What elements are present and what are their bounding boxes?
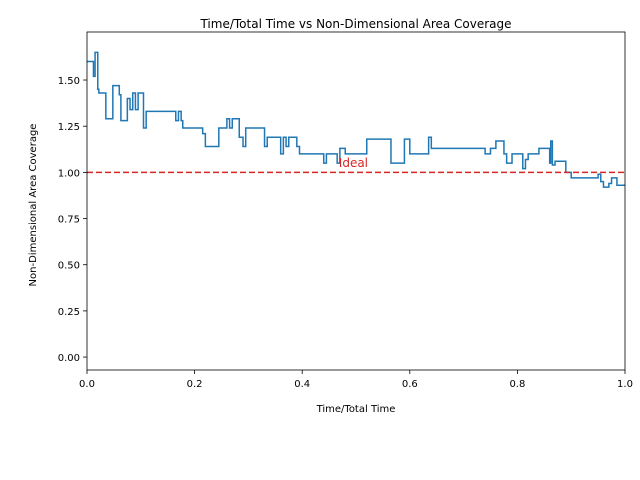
annotation: Ideal [339, 156, 368, 170]
y-tick-label: 1.50 [58, 76, 80, 87]
x-tick-label: 0.8 [509, 379, 525, 390]
plot-frame [86, 31, 626, 371]
x-tick-label: 1.0 [617, 379, 633, 390]
y-tick-label: 0.25 [58, 307, 80, 318]
y-tick-label: 1.00 [58, 168, 80, 179]
x-tick-label: 0.6 [402, 379, 418, 390]
y-tick-label: 0.75 [58, 215, 80, 226]
x-tick-label: 0.4 [294, 379, 310, 390]
y-tick-label: 0.00 [58, 353, 80, 364]
x-tick-label: 0.2 [187, 379, 203, 390]
y-axis-label: Non-Dimensional Area Coverage [28, 124, 39, 287]
y-tick-label: 1.25 [58, 122, 80, 133]
chart-title: Time/Total Time vs Non-Dimensional Area … [199, 17, 511, 31]
y-tick-label: 0.50 [58, 261, 80, 272]
x-tick-label: 0.0 [79, 379, 95, 390]
data-line [87, 51, 625, 188]
x-axis-label: Time/Total Time [316, 404, 396, 415]
